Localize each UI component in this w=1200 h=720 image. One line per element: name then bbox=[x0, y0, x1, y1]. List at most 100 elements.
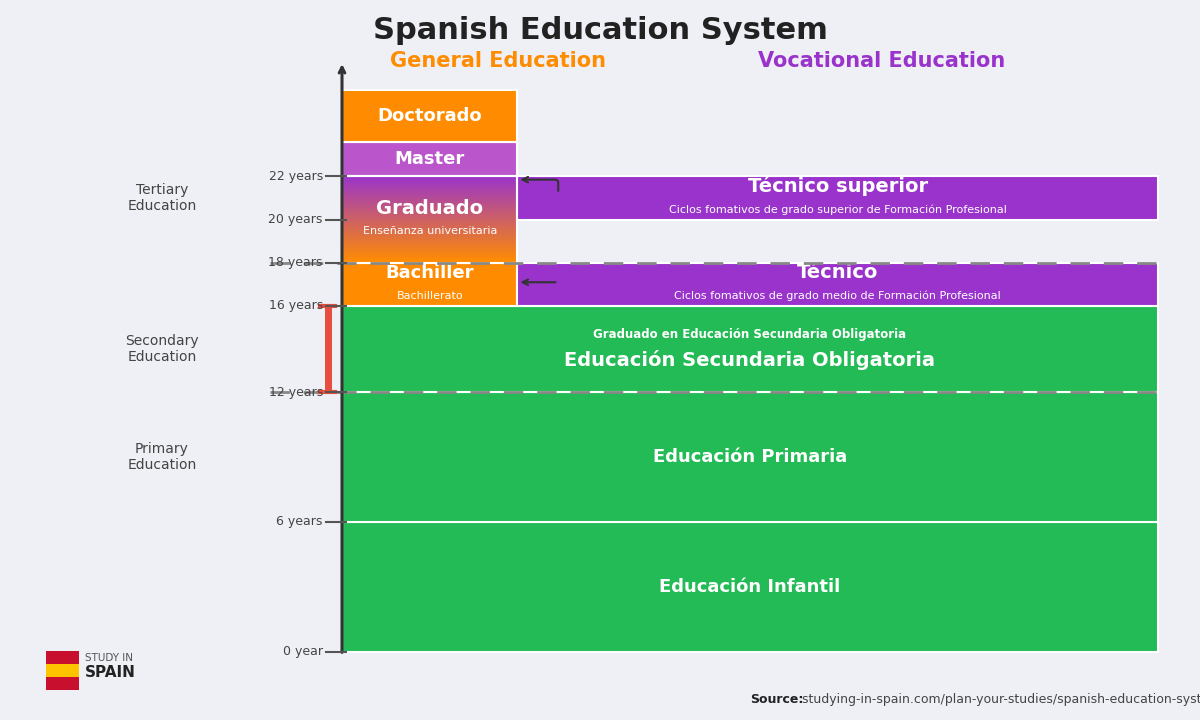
Text: STUDY IN: STUDY IN bbox=[85, 653, 133, 663]
Text: General Education: General Education bbox=[390, 51, 606, 71]
Bar bbox=[342, 204, 517, 205]
Bar bbox=[342, 184, 517, 185]
Bar bbox=[342, 250, 517, 251]
Bar bbox=[342, 222, 517, 224]
Bar bbox=[342, 260, 517, 261]
Bar bbox=[342, 224, 517, 225]
Bar bbox=[342, 197, 517, 198]
Bar bbox=[342, 201, 517, 202]
Text: Graduado en Educación Secundaria Obligatoria: Graduado en Educación Secundaria Obligat… bbox=[594, 328, 906, 341]
Bar bbox=[46, 677, 79, 690]
Text: Spanish Education System: Spanish Education System bbox=[372, 16, 828, 45]
Bar bbox=[342, 230, 517, 231]
Bar bbox=[342, 392, 1158, 522]
Text: Ciclos fomativos de grado medio de Formación Profesional: Ciclos fomativos de grado medio de Forma… bbox=[674, 291, 1001, 301]
Bar bbox=[342, 176, 517, 178]
Bar bbox=[342, 211, 517, 212]
Bar bbox=[342, 261, 517, 263]
Bar bbox=[342, 240, 517, 241]
Bar bbox=[342, 181, 517, 182]
Bar bbox=[342, 210, 517, 211]
Bar bbox=[342, 231, 517, 233]
Bar bbox=[342, 215, 517, 217]
Bar bbox=[517, 263, 1158, 306]
Bar bbox=[342, 205, 517, 207]
Text: Técnico superior: Técnico superior bbox=[748, 176, 928, 197]
Bar bbox=[517, 176, 1158, 220]
Bar bbox=[342, 257, 517, 258]
Bar bbox=[342, 251, 517, 253]
Bar bbox=[342, 195, 517, 197]
Bar bbox=[342, 246, 517, 247]
Bar bbox=[342, 199, 517, 201]
Bar bbox=[342, 176, 517, 263]
Bar bbox=[342, 522, 1158, 652]
Text: Master: Master bbox=[395, 150, 464, 168]
Bar bbox=[342, 241, 517, 243]
Bar bbox=[342, 247, 517, 248]
Bar bbox=[342, 212, 517, 214]
Bar bbox=[342, 194, 517, 195]
Bar bbox=[342, 186, 517, 188]
Text: Vocational Education: Vocational Education bbox=[758, 51, 1006, 71]
Bar bbox=[342, 202, 517, 204]
Bar bbox=[342, 178, 517, 179]
Bar bbox=[342, 238, 517, 240]
Bar bbox=[342, 221, 517, 222]
Text: Educación Secundaria Obligatoria: Educación Secundaria Obligatoria bbox=[564, 350, 936, 370]
Bar bbox=[342, 185, 517, 186]
Bar bbox=[342, 263, 517, 306]
Bar bbox=[342, 188, 517, 189]
Text: 12 years: 12 years bbox=[269, 386, 323, 399]
Bar bbox=[342, 248, 517, 250]
Text: 0 year: 0 year bbox=[283, 645, 323, 658]
Text: 22 years: 22 years bbox=[269, 170, 323, 183]
Bar bbox=[342, 244, 517, 246]
Bar bbox=[342, 189, 517, 191]
Bar bbox=[342, 233, 517, 234]
Bar bbox=[342, 258, 517, 260]
Text: SPAIN: SPAIN bbox=[85, 665, 136, 680]
Bar bbox=[342, 207, 517, 208]
Text: Doctorado: Doctorado bbox=[378, 107, 482, 125]
Text: 16 years: 16 years bbox=[269, 300, 323, 312]
Text: Educación Infantil: Educación Infantil bbox=[659, 577, 841, 596]
Bar bbox=[342, 306, 1158, 392]
Bar bbox=[342, 243, 517, 244]
Bar bbox=[342, 214, 517, 215]
Text: Enseñanza universitaria: Enseñanza universitaria bbox=[362, 226, 497, 236]
Bar bbox=[342, 191, 517, 192]
Bar bbox=[342, 227, 517, 228]
Bar bbox=[342, 142, 517, 176]
Text: 18 years: 18 years bbox=[269, 256, 323, 269]
Bar bbox=[342, 254, 517, 256]
Bar bbox=[342, 217, 517, 218]
Bar bbox=[342, 90, 517, 142]
Text: Bachiller: Bachiller bbox=[385, 264, 474, 282]
Text: Source:: Source: bbox=[750, 693, 803, 706]
Bar bbox=[46, 664, 79, 677]
Bar bbox=[342, 208, 517, 210]
Bar bbox=[342, 218, 517, 220]
Bar bbox=[342, 220, 517, 221]
Bar bbox=[46, 651, 79, 664]
Bar bbox=[342, 237, 517, 238]
Bar bbox=[342, 228, 517, 230]
Bar bbox=[342, 225, 517, 227]
Text: Educación Primaria: Educación Primaria bbox=[653, 448, 847, 467]
Bar bbox=[342, 198, 517, 199]
Bar bbox=[342, 235, 517, 237]
Bar bbox=[342, 253, 517, 254]
Text: Primary
Education: Primary Education bbox=[127, 442, 197, 472]
Text: Ciclos fomativos de grado superior de Formación Profesional: Ciclos fomativos de grado superior de Fo… bbox=[668, 204, 1007, 215]
Bar bbox=[342, 256, 517, 257]
Text: Bachillerato: Bachillerato bbox=[396, 291, 463, 301]
Text: Secondary
Education: Secondary Education bbox=[125, 334, 199, 364]
Text: 6 years: 6 years bbox=[276, 516, 323, 528]
Bar bbox=[342, 182, 517, 184]
Text: Graduado: Graduado bbox=[376, 199, 484, 217]
Text: studying-in-spain.com/plan-your-studies/spanish-education-system/: studying-in-spain.com/plan-your-studies/… bbox=[798, 693, 1200, 706]
Text: Técnico: Técnico bbox=[797, 264, 878, 282]
Bar bbox=[342, 179, 517, 181]
Text: Tertiary
Education: Tertiary Education bbox=[127, 183, 197, 213]
